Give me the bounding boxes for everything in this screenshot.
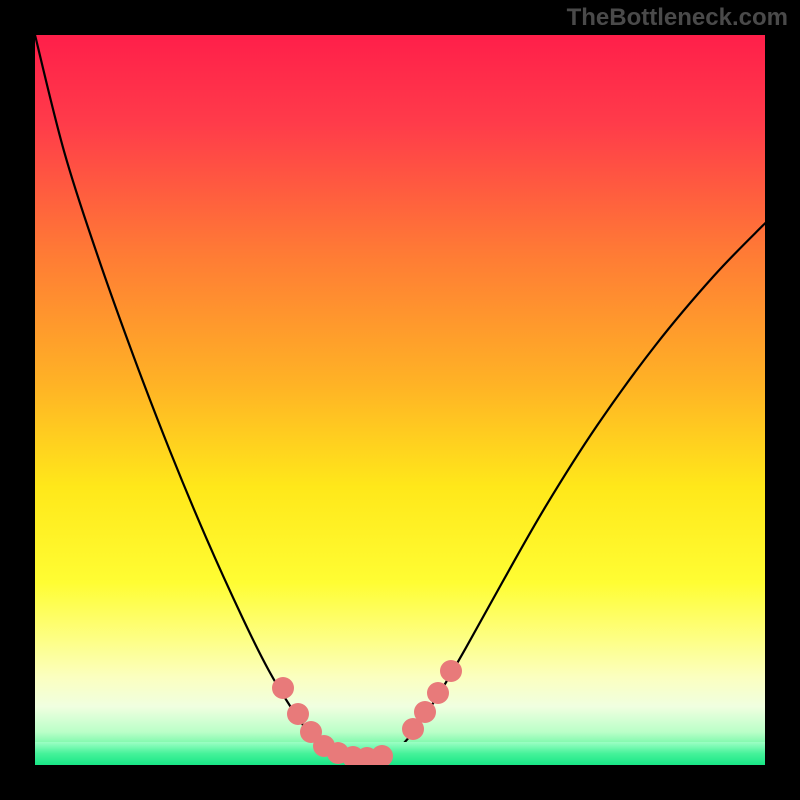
curve-marker [440, 660, 462, 682]
plot-area [35, 35, 765, 765]
curve-marker [272, 677, 294, 699]
curve-path [35, 35, 765, 758]
curve-marker [371, 745, 393, 766]
green-bottom-strip [35, 742, 765, 765]
curve-marker [427, 682, 449, 704]
curve-layer [35, 35, 765, 765]
curve-marker [414, 701, 436, 723]
watermark-text: TheBottleneck.com [567, 4, 788, 32]
